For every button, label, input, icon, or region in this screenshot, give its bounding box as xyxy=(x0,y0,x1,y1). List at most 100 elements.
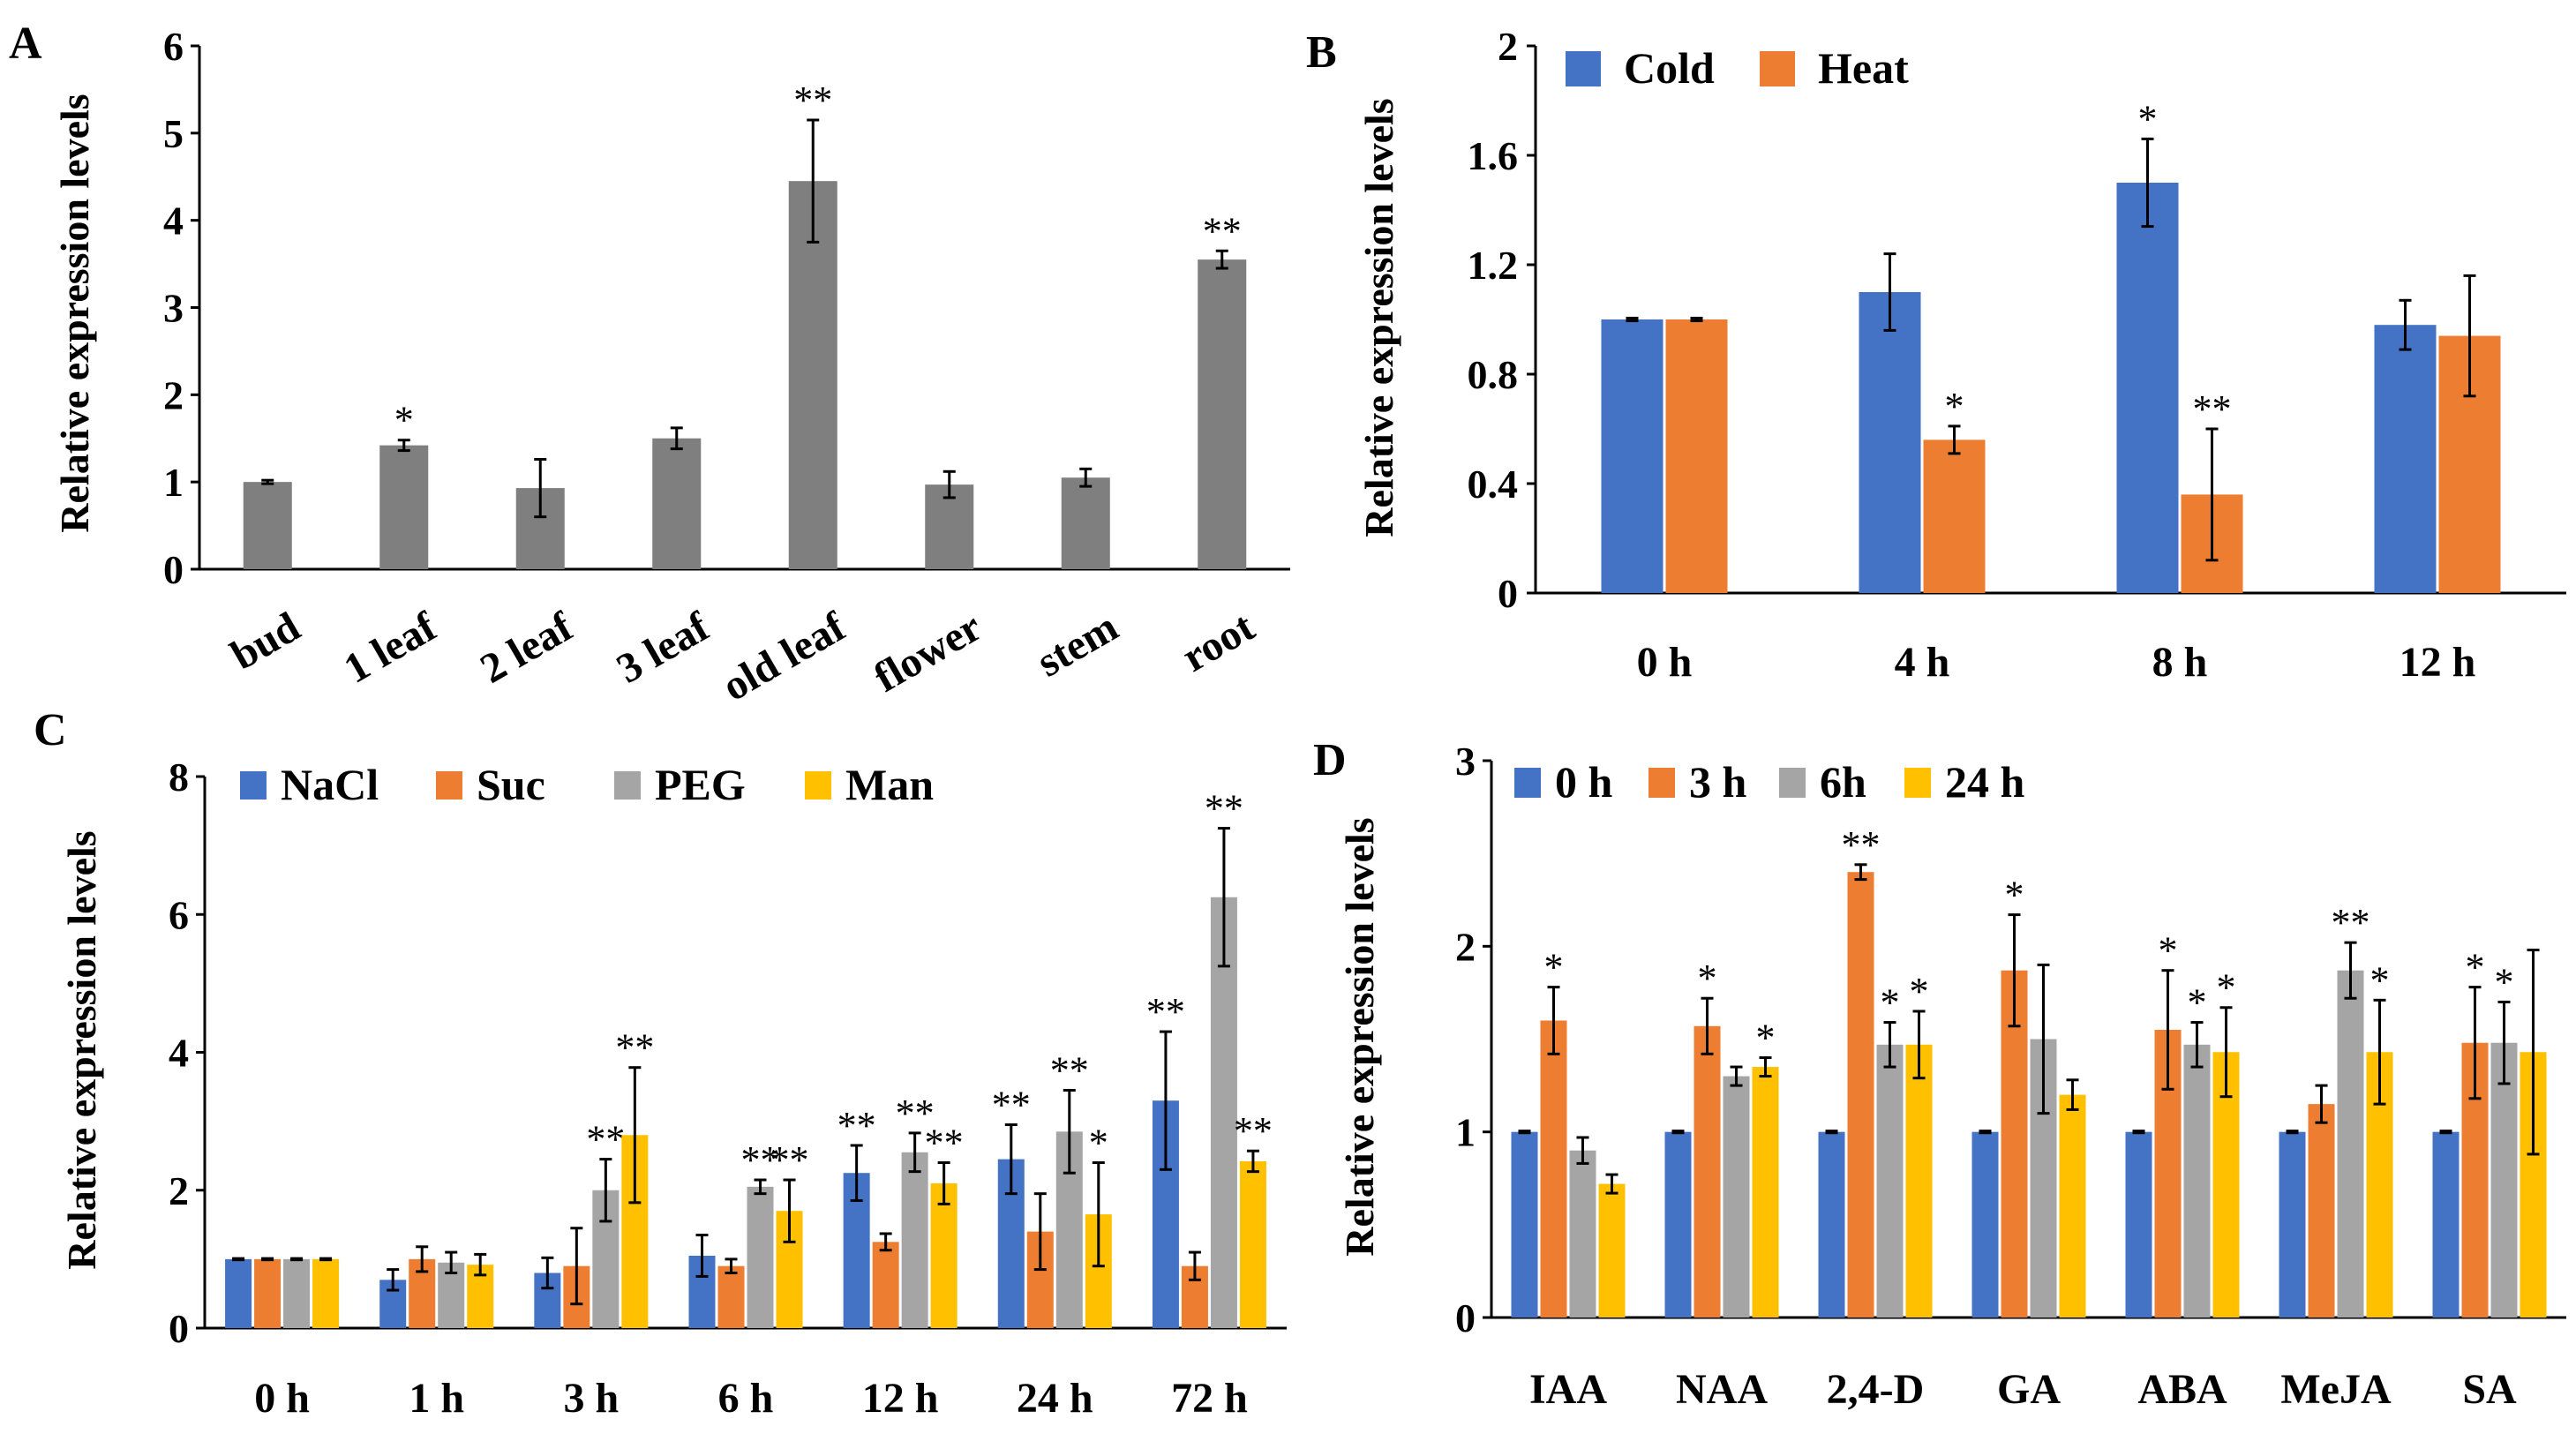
bar-suc xyxy=(717,1265,745,1328)
bar-0-h xyxy=(2279,1131,2306,1318)
panel-a-letter: A xyxy=(9,19,42,69)
bar-3-h xyxy=(2001,970,2028,1318)
significance-label: * xyxy=(1881,981,1900,1025)
bar-cold xyxy=(2374,325,2437,593)
significance-label: ** xyxy=(770,1138,809,1182)
bar-cold xyxy=(1859,292,1921,593)
significance-label: * xyxy=(1910,970,1929,1013)
x-tick-label: flower xyxy=(867,604,990,702)
y-tick-label: 1 xyxy=(1455,1110,1476,1155)
y-axis-label: Relative expression levels xyxy=(1356,98,1401,537)
panel-d: D 0 1 2 3 Relative expression levels IAA * NAA *… xyxy=(1313,735,2566,1413)
panel-b-letter: B xyxy=(1306,27,1337,78)
panel-c: C 0 2 4 6 8 Relative expression levels 0 h 1 h 3… xyxy=(34,705,1287,1422)
significance-label: ** xyxy=(1234,1109,1273,1152)
y-axis-label: Relative expression levels xyxy=(59,830,104,1269)
significance-label: ** xyxy=(837,1104,876,1147)
significance-label: * xyxy=(2370,958,2390,1002)
y-tick-label: 0 xyxy=(169,1306,189,1351)
legend-swatch xyxy=(1904,768,1931,798)
y-tick-label: 2 xyxy=(1498,24,1518,69)
x-tick-label: 24 h xyxy=(1017,1375,1093,1422)
bar-0-h xyxy=(1664,1131,1692,1318)
x-tick-label: NAA xyxy=(1676,1366,1768,1413)
bar-6h xyxy=(2183,1044,2211,1318)
significance-label: * xyxy=(2466,946,2485,989)
bar-3-h xyxy=(1540,1020,1567,1318)
significance-label: * xyxy=(2217,966,2236,1010)
significance-label: ** xyxy=(2193,387,2232,431)
legend-label: Man xyxy=(845,760,934,809)
bar-suc xyxy=(872,1242,899,1328)
significance-label: * xyxy=(1089,1122,1108,1165)
legend-swatch xyxy=(436,771,462,800)
x-tick-label: GA xyxy=(1997,1366,2061,1413)
significance-label: * xyxy=(1698,957,1717,1000)
bar-0-h xyxy=(2432,1131,2460,1318)
y-tick-label: 2 xyxy=(163,372,184,417)
significance-label: ** xyxy=(1146,990,1185,1033)
y-tick-label: 4 xyxy=(163,199,184,244)
bar-cold xyxy=(1601,319,1664,593)
x-tick-label: 3 h xyxy=(564,1375,620,1422)
significance-label: * xyxy=(394,399,414,442)
bar-cold xyxy=(2116,183,2179,593)
y-axis-label: Relative expression levels xyxy=(1337,817,1382,1256)
bar-suc xyxy=(254,1258,282,1328)
bar-0-h xyxy=(1971,1131,1999,1318)
bar-24-h xyxy=(2059,1094,2086,1318)
bar-peg xyxy=(901,1152,928,1328)
significance-label: ** xyxy=(1205,787,1243,830)
bar-value xyxy=(788,181,837,570)
significance-label: * xyxy=(2188,981,2207,1025)
legend-label: 24 h xyxy=(1945,757,2025,807)
legend-label: PEG xyxy=(655,760,746,809)
panel-a: A 0 1 2 3 4 5 6 Relative expression levels bud 1 … xyxy=(9,19,1290,710)
y-tick-label: 0 xyxy=(1455,1295,1476,1340)
significance-label: ** xyxy=(1842,823,1881,867)
significance-label: ** xyxy=(793,79,832,122)
bar-peg xyxy=(1210,897,1237,1328)
significance-label: * xyxy=(2005,874,2024,917)
significance-label: * xyxy=(2138,97,2158,140)
x-tick-label: MeJA xyxy=(2280,1366,2392,1413)
legend-label: Suc xyxy=(477,760,545,809)
legend-label: Heat xyxy=(1818,43,1909,93)
y-tick-label: 3 xyxy=(1455,739,1476,784)
y-tick-label: 0.4 xyxy=(1468,462,1519,507)
y-tick-label: 0.8 xyxy=(1468,352,1519,397)
bar-value xyxy=(379,445,429,569)
x-tick-label: 12 h xyxy=(862,1375,939,1422)
panel-c-letter: C xyxy=(34,705,67,755)
bar-6h xyxy=(1569,1150,1596,1318)
bar-24-h xyxy=(1752,1067,1779,1318)
legend-swatch xyxy=(805,771,831,800)
significance-label: ** xyxy=(896,1092,935,1135)
y-tick-label: 2 xyxy=(169,1168,189,1213)
bar-24-h xyxy=(1905,1044,1933,1318)
significance-label: ** xyxy=(741,1138,780,1182)
bar-value xyxy=(652,438,702,569)
significance-label: ** xyxy=(1203,209,1242,252)
bar-6h xyxy=(2337,970,2364,1318)
legend-swatch xyxy=(1779,768,1806,798)
x-tick-label: 3 leaf xyxy=(609,603,717,693)
legend-swatch xyxy=(1760,51,1795,86)
legend-label: 3 h xyxy=(1689,757,1747,807)
x-tick-label: 1 h xyxy=(409,1375,464,1422)
significance-label: * xyxy=(2495,960,2514,1003)
significance-label: * xyxy=(1756,1017,1776,1060)
bar-6h xyxy=(1876,1044,1904,1318)
x-tick-label: old leaf xyxy=(715,603,854,710)
legend-label: Cold xyxy=(1624,43,1715,93)
significance-label: ** xyxy=(992,1084,1031,1127)
significance-label: ** xyxy=(586,1118,625,1161)
bar-value xyxy=(243,482,292,569)
bar-0-h xyxy=(1511,1131,1538,1318)
x-tick-label: IAA xyxy=(1529,1366,1607,1413)
bar-24-h xyxy=(1598,1183,1626,1318)
bar-man xyxy=(312,1258,340,1328)
legend-label: 6h xyxy=(1820,757,1866,807)
bar-0-h xyxy=(2125,1131,2152,1318)
x-tick-label: SA xyxy=(2462,1366,2517,1413)
